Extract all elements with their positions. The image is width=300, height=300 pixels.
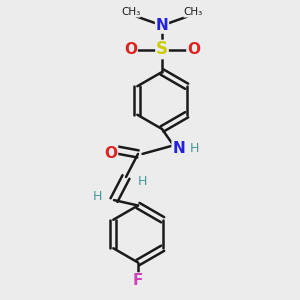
- Text: CH₃: CH₃: [184, 7, 203, 17]
- Text: CH₃: CH₃: [121, 7, 140, 17]
- Text: H: H: [138, 175, 147, 188]
- Text: N: N: [172, 141, 185, 156]
- Text: O: O: [124, 42, 137, 57]
- Text: O: O: [104, 146, 118, 160]
- Text: H: H: [93, 190, 102, 203]
- Text: S: S: [156, 40, 168, 58]
- Text: H: H: [189, 142, 199, 155]
- Text: N: N: [156, 18, 168, 33]
- Text: F: F: [133, 273, 143, 288]
- Text: O: O: [187, 42, 200, 57]
